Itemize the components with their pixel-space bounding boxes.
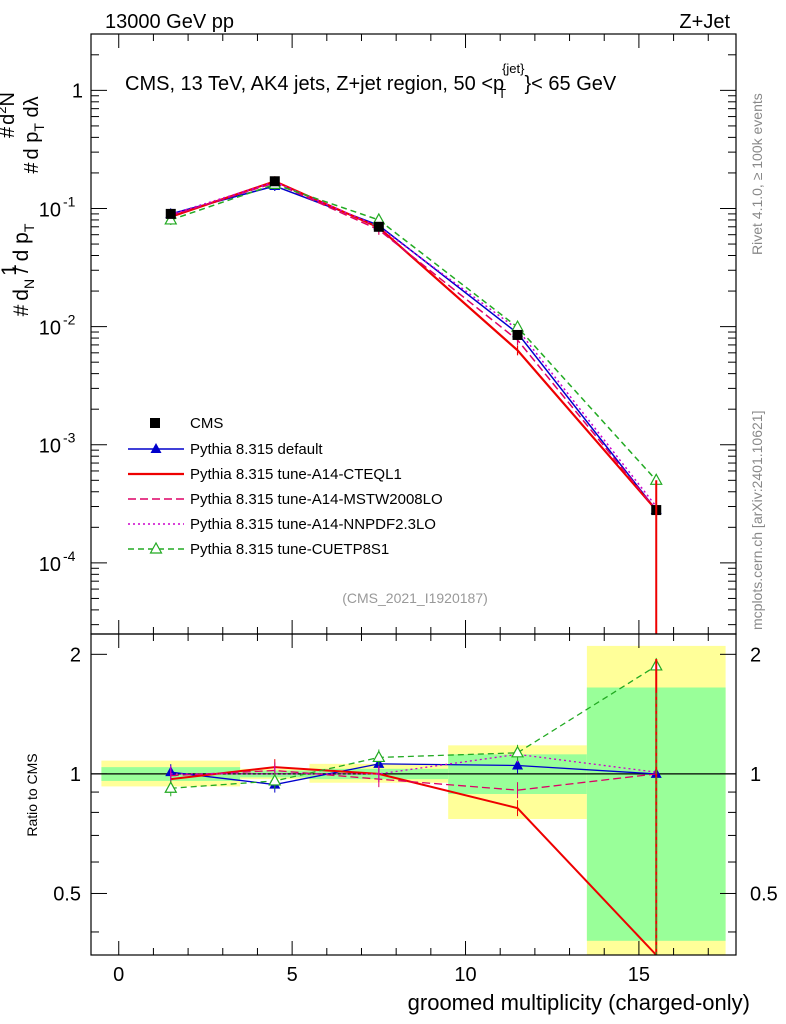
x-tick-label: 5	[287, 964, 298, 986]
cms-data-point	[165, 208, 176, 219]
process-name: Z+Jet	[679, 11, 730, 33]
ratio-panel: 0 5 10 15 0.5 0.5 1 1 2 2	[53, 620, 778, 986]
main-y-tick-exponent: -1	[63, 193, 76, 209]
legend-entry: Pythia 8.315 default	[128, 441, 323, 458]
triangle-open-marker	[164, 781, 178, 793]
triangle-open-marker	[268, 773, 282, 786]
triangle-open-marker	[149, 541, 163, 554]
x-axis-label: groomed multiplicity (charged-only)	[408, 990, 750, 1015]
ratio-y-tick-label-right: 2	[750, 644, 761, 666]
x-tick-label: 10	[454, 964, 476, 986]
legend-entry: CMS	[150, 415, 223, 432]
legend-entry: Pythia 8.315 tune-A14-NNPDF2.3LO	[128, 516, 436, 533]
ratio-y-tick-label: 2	[70, 644, 81, 666]
main-y-tick-exponent: -4	[63, 548, 76, 564]
legend-label: Pythia 8.315 default	[190, 441, 323, 458]
main-series-line	[170, 180, 658, 511]
triangle-marker	[150, 443, 162, 453]
legend-label: CMS	[190, 415, 223, 432]
cms-data-point	[269, 176, 280, 187]
ratio-y-tick-label: 0.5	[53, 883, 81, 905]
legend-entry: Pythia 8.315 tune-A14-MSTW2008LO	[128, 491, 443, 508]
x-tick-label: 0	[113, 964, 124, 986]
legend-marker-cms	[150, 418, 160, 428]
main-y-tick-exponent: -2	[63, 312, 76, 328]
process-label: 13000 GeV pp	[105, 11, 234, 33]
main-y-tick-label: 10	[39, 199, 61, 221]
main-series-line	[170, 181, 657, 511]
main-frame	[90, 33, 737, 635]
main-y-axis-label-text: #dN / d pT	[10, 223, 37, 316]
ratio-series-group	[164, 657, 663, 956]
legend-entry: Pythia 8.315 tune-CUETP8S1	[128, 541, 389, 558]
legend-label: Pythia 8.315 tune-A14-NNPDF2.3LO	[190, 516, 436, 533]
triangle-open-marker	[372, 750, 386, 763]
main-y-tick-label: 10	[39, 554, 61, 576]
main-y-tick-label: 1	[72, 80, 83, 102]
chart-title: CMS, 13 TeV, AK4 jets, Z+jet region, 50 …	[125, 61, 617, 101]
main-y-axis-label-frac: #d pT dλ	[21, 96, 47, 173]
title-superscript: {jet}	[502, 61, 525, 76]
main-y-tick-label: 10	[39, 436, 61, 458]
legend-label: Pythia 8.315 tune-A14-MSTW2008LO	[190, 491, 443, 508]
main-series-line	[170, 183, 657, 481]
ratio-y-axis-label: Ratio to CMS	[24, 753, 40, 836]
ratio-y-tick-label: 1	[70, 764, 81, 786]
mcplots-label: mcplots.cern.ch [arXiv:2401.10621]	[749, 411, 765, 630]
rivet-label: Rivet 4.1.0, ≥ 100k events	[749, 93, 765, 255]
triangle-marker	[512, 759, 524, 770]
ratio-y-tick-label-right: 1	[750, 764, 761, 786]
legend-label: Pythia 8.315 tune-A14-CTEQL1	[190, 466, 402, 483]
main-y-axis-label-num2: #d2N	[0, 92, 19, 138]
ratio-y-tick-label-right: 0.5	[750, 883, 778, 905]
ratio-axes: 0 5 10 15 0.5 0.5 1 1 2 2	[53, 620, 778, 986]
ratio-bands	[91, 645, 736, 955]
title-end: }< 65 GeV	[525, 73, 617, 95]
main-y-axis-label-num: 1	[0, 264, 21, 276]
triangle-open-marker	[164, 212, 178, 225]
main-y-tick-exponent: -3	[63, 430, 76, 446]
cms-data-point	[373, 221, 384, 232]
cms-data-point	[512, 329, 523, 340]
triangle-open-marker	[511, 319, 525, 332]
title-subscript: T	[498, 86, 506, 101]
main-series-group	[164, 176, 663, 516]
analysis-tag: (CMS_2021_I1920187)	[342, 590, 488, 606]
main-y-axis-label: #dN / d pT 1 #d pT dλ #d2N	[0, 92, 47, 316]
main-series-line	[170, 185, 657, 511]
main-panel: 110-110-210-310-4	[39, 33, 737, 635]
main-data-group	[165, 176, 662, 634]
legend-label: Pythia 8.315 tune-CUETP8S1	[190, 541, 389, 558]
ratio-frame	[90, 633, 737, 956]
legend-entry: Pythia 8.315 tune-A14-CTEQL1	[128, 466, 402, 483]
x-tick-label: 15	[628, 964, 650, 986]
main-y-tick-label: 10	[39, 318, 61, 340]
triangle-open-marker	[511, 745, 525, 758]
legend: CMS Pythia 8.315 default Pythia 8.315 tune…	[128, 415, 443, 558]
